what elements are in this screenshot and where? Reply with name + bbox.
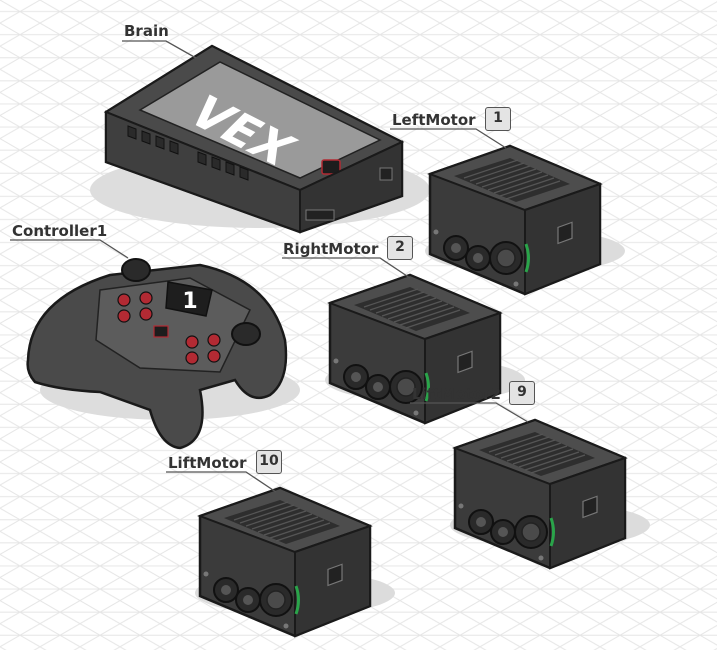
right-button-cluster[interactable] [185, 333, 221, 365]
leader-lines [10, 40, 529, 493]
left-joystick[interactable] [121, 258, 151, 282]
lift-motor2-label[interactable]: LiftMotor2 [412, 385, 501, 403]
brain-screen[interactable] [138, 61, 382, 179]
brain-device[interactable]: VEX [90, 44, 430, 234]
right-joystick[interactable] [231, 322, 261, 346]
lift-motor2-port-badge[interactable]: 9 [509, 381, 535, 405]
controller-screen-number: 1 [182, 289, 197, 314]
left-motor-port-badge[interactable]: 1 [485, 107, 511, 131]
controller-screen [165, 281, 213, 317]
brain-ethernet-port [379, 167, 393, 181]
right-motor-port-badge[interactable]: 2 [387, 236, 413, 260]
right-motor-label[interactable]: RightMotor [283, 240, 379, 258]
controller-power-icon[interactable] [153, 325, 169, 338]
left-button-cluster[interactable] [117, 291, 153, 323]
controller-label[interactable]: Controller1 [12, 222, 108, 240]
lift-motor-port-badge[interactable]: 10 [256, 450, 282, 474]
brain-label[interactable]: Brain [124, 22, 169, 40]
controller-device[interactable]: 1 [26, 258, 300, 450]
brain-battery-port [305, 209, 335, 221]
brain-power-icon[interactable] [321, 159, 341, 175]
left-motor-label[interactable]: LeftMotor [392, 111, 476, 129]
lift-motor-label[interactable]: LiftMotor [168, 454, 247, 472]
